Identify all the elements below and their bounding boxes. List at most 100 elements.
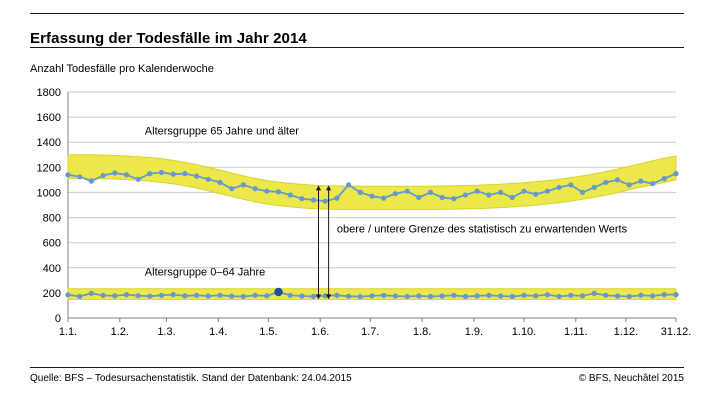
data-point xyxy=(77,174,83,180)
mortality-chart: 0 200 400 600 800 1000 1200 1400 1600 1800 1.1. 1.2… xyxy=(0,80,713,342)
title-underline-rule xyxy=(30,47,684,48)
data-point xyxy=(650,293,656,299)
data-point xyxy=(88,178,94,184)
data-point xyxy=(123,292,130,298)
data-point xyxy=(112,293,118,299)
data-point xyxy=(591,184,597,190)
data-point xyxy=(170,171,176,177)
y-tick-label: 400 xyxy=(43,263,61,275)
x-tick-label: 1.4. xyxy=(209,326,227,338)
data-point xyxy=(392,293,398,299)
data-point xyxy=(392,191,398,197)
data-point xyxy=(334,292,340,298)
data-point xyxy=(229,186,235,192)
data-point xyxy=(135,176,141,182)
data-point xyxy=(252,186,258,192)
data-point xyxy=(498,293,504,299)
data-point xyxy=(439,194,445,201)
data-point xyxy=(381,292,387,298)
data-point xyxy=(357,294,363,300)
data-point xyxy=(416,194,422,201)
data-point xyxy=(77,293,83,299)
data-point xyxy=(474,293,480,299)
data-point xyxy=(310,197,317,203)
data-point xyxy=(427,189,434,195)
data-point xyxy=(100,172,106,179)
data-point xyxy=(591,290,597,296)
data-point xyxy=(451,292,457,298)
data-point xyxy=(673,171,679,177)
data-point xyxy=(521,188,527,194)
data-point xyxy=(486,292,492,298)
data-point xyxy=(626,182,632,188)
data-point xyxy=(544,188,551,194)
y-tick-label: 1600 xyxy=(37,112,61,124)
data-point xyxy=(299,196,305,202)
data-point xyxy=(533,293,539,299)
x-tick-label: 1.5. xyxy=(259,326,277,338)
data-point xyxy=(287,192,293,198)
data-point xyxy=(638,178,644,184)
data-point xyxy=(533,191,539,197)
data-point xyxy=(182,171,188,177)
x-tick-label: 1.7. xyxy=(361,326,379,338)
data-point xyxy=(357,189,363,195)
data-point xyxy=(568,292,574,298)
data-point xyxy=(544,292,551,298)
data-point xyxy=(381,195,387,201)
copyright-note: © BFS, Neuchâtel 2015 xyxy=(578,373,684,384)
x-tick-label: 31.12. xyxy=(661,326,692,338)
data-point xyxy=(123,172,130,178)
data-point xyxy=(217,179,223,185)
data-point xyxy=(287,292,293,298)
data-point xyxy=(603,292,609,298)
y-tick-label: 0 xyxy=(55,313,61,325)
x-tick-label: 1.2. xyxy=(111,326,129,338)
data-point xyxy=(614,293,621,299)
data-point xyxy=(334,195,340,201)
data-point xyxy=(346,293,352,299)
data-point xyxy=(650,181,656,187)
data-point xyxy=(603,179,609,185)
data-point xyxy=(100,292,106,298)
x-tick-label: 1.11. xyxy=(564,326,588,338)
page-title: Erfassung der Todesfälle im Jahr 2014 xyxy=(30,30,307,48)
data-point xyxy=(614,177,621,183)
data-point xyxy=(427,293,434,300)
source-note: Quelle: BFS – Todesursachenstatistik. St… xyxy=(30,373,352,384)
series-label-0: Altersgruppe 65 Jahre und älter xyxy=(145,126,299,138)
data-point xyxy=(474,188,480,194)
data-point xyxy=(299,293,305,299)
y-tick-label: 1400 xyxy=(37,137,61,149)
data-point xyxy=(275,189,282,195)
y-tick-label: 1200 xyxy=(37,162,61,174)
y-axis-caption: Anzahl Todesfälle pro Kalenderwoche xyxy=(30,63,214,75)
y-tick-label: 1000 xyxy=(37,187,61,199)
data-point xyxy=(416,293,422,299)
data-point xyxy=(521,292,527,298)
footer: Quelle: BFS – Todesursachenstatistik. St… xyxy=(30,373,684,384)
data-point xyxy=(661,176,667,182)
chart-svg: 0 200 400 600 800 1000 1200 1400 1600 1800 1.1. 1.2… xyxy=(37,87,692,338)
data-point xyxy=(158,169,165,175)
x-tick-label: 1.1. xyxy=(59,326,77,338)
x-tick-label: 1.9. xyxy=(465,326,483,338)
arrowhead-up xyxy=(326,185,332,191)
y-tick-label: 200 xyxy=(43,288,61,300)
data-point xyxy=(462,293,469,300)
data-point xyxy=(404,293,410,300)
bounds-annotation-label: obere / untere Grenze des statistisch zu… xyxy=(337,224,628,236)
y-tick-label: 1800 xyxy=(37,87,61,99)
data-point xyxy=(556,184,562,190)
data-point xyxy=(147,171,153,177)
data-point xyxy=(486,192,492,198)
data-point xyxy=(568,182,574,188)
data-point xyxy=(579,189,586,195)
top-rule xyxy=(30,13,684,14)
data-point xyxy=(369,293,375,299)
data-point xyxy=(135,293,141,299)
data-point xyxy=(638,292,644,298)
data-point xyxy=(88,290,94,296)
data-point xyxy=(509,194,515,201)
